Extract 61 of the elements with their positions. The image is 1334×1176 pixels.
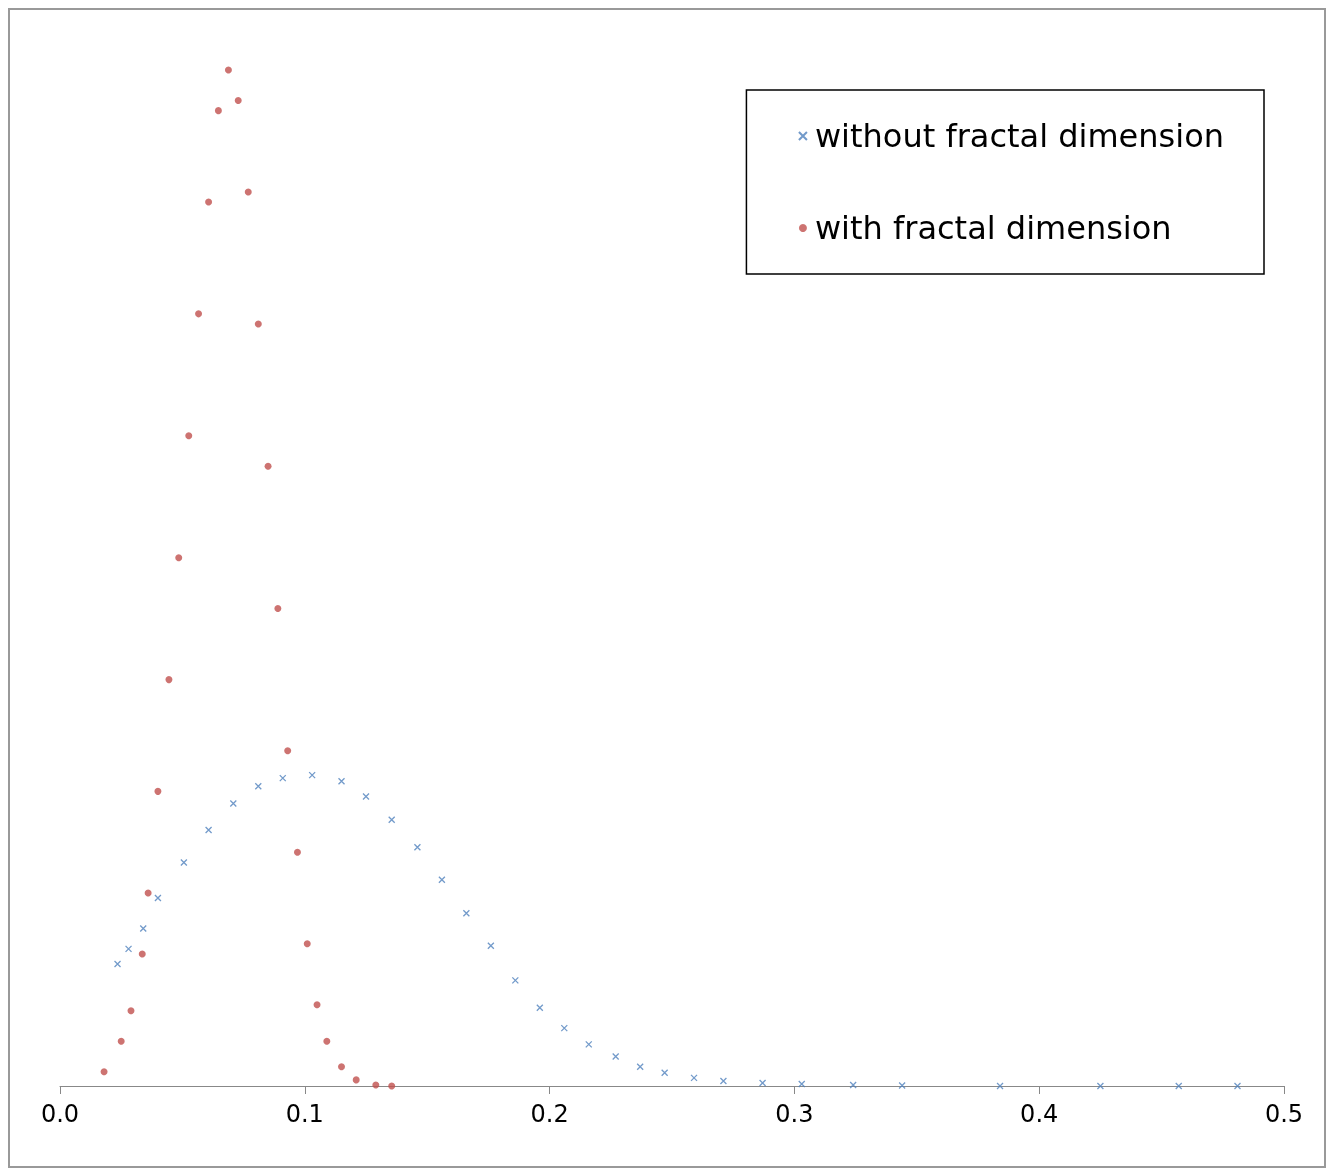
point — [264, 462, 272, 470]
point — [175, 554, 183, 562]
point — [1096, 1082, 1105, 1090]
point — [303, 940, 311, 948]
point — [438, 876, 446, 884]
legend-label: without fractal dimension — [814, 117, 1224, 155]
point — [352, 1076, 360, 1084]
point — [413, 843, 422, 851]
point — [100, 1068, 108, 1076]
point — [165, 676, 173, 684]
point — [758, 1079, 767, 1087]
point — [690, 1074, 698, 1082]
point — [113, 960, 122, 968]
point — [585, 1040, 593, 1048]
point — [719, 1077, 728, 1085]
x-tick-label: 0.2 — [530, 1100, 569, 1128]
point — [338, 1063, 346, 1071]
point — [1233, 1082, 1242, 1090]
point — [127, 1007, 135, 1015]
x-tick-label: 0.5 — [1264, 1100, 1304, 1128]
point — [849, 1081, 857, 1089]
point — [362, 792, 370, 801]
point — [284, 747, 292, 755]
point — [185, 432, 193, 440]
point — [372, 1081, 380, 1089]
point — [274, 604, 282, 612]
point — [279, 774, 287, 782]
point — [898, 1081, 906, 1090]
point — [313, 1001, 321, 1009]
point — [214, 107, 222, 115]
point — [388, 1082, 396, 1090]
x-tick-label: 0.3 — [775, 1100, 814, 1128]
point — [462, 909, 471, 917]
x-tick-label: 0.1 — [285, 1100, 324, 1128]
point — [195, 310, 203, 318]
point — [205, 198, 213, 206]
point — [337, 777, 346, 785]
point — [661, 1069, 669, 1077]
point — [1175, 1082, 1183, 1090]
point — [244, 188, 252, 196]
point — [117, 1037, 125, 1045]
point — [229, 799, 237, 808]
point — [293, 848, 301, 856]
point — [154, 787, 162, 795]
point — [138, 950, 146, 958]
x-tick-label: 0.4 — [1020, 1100, 1059, 1128]
point — [323, 1037, 331, 1045]
point — [560, 1024, 568, 1032]
point — [798, 1080, 806, 1088]
point — [254, 320, 262, 328]
point — [124, 945, 133, 953]
point — [612, 1052, 620, 1061]
point — [234, 96, 242, 104]
legend-label: with fractal dimension — [814, 209, 1172, 247]
point — [636, 1063, 644, 1071]
point — [204, 826, 213, 834]
point — [139, 924, 147, 933]
point — [180, 858, 188, 867]
point — [388, 816, 396, 824]
x-tick-label: 0.0 — [40, 1100, 80, 1128]
point — [224, 66, 232, 74]
